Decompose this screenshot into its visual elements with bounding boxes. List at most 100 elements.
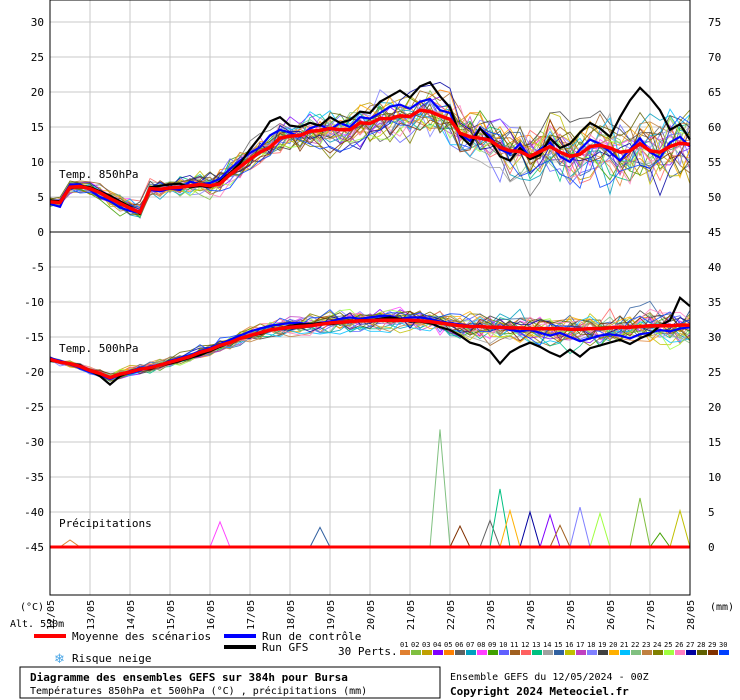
legend-perts-label: 30 Perts. (338, 645, 398, 658)
left-tick-label: -10 (24, 296, 44, 309)
x-tick-label: 23/05 (486, 600, 497, 630)
right-tick-label: 15 (708, 436, 721, 449)
legend-label-gfs: Run GFS (262, 641, 308, 654)
pert-swatch (565, 650, 575, 655)
right-tick-label: 50 (708, 191, 721, 204)
right-tick-label: 10 (708, 471, 721, 484)
left-tick-label: -15 (24, 331, 44, 344)
mean-t500-line (49, 318, 690, 380)
pert-number: 07 (466, 641, 474, 649)
left-tick-label: 5 (37, 191, 44, 204)
panel-label-t500: Temp. 500hPa (59, 342, 138, 355)
x-tick-label: 26/05 (606, 600, 617, 630)
pert-number: 24 (653, 641, 661, 649)
pert-swatch (642, 650, 652, 655)
pert-swatch (609, 650, 619, 655)
right-tick-label: 65 (708, 86, 721, 99)
right-tick-label: 60 (708, 121, 721, 134)
ensemble-member-line (49, 100, 691, 208)
pert-swatch (675, 650, 685, 655)
x-tick-label: 13/05 (86, 600, 97, 630)
x-tick-label: 17/05 (246, 600, 257, 630)
pert-swatch (444, 650, 454, 655)
left-tick-label: -25 (24, 401, 44, 414)
altitude-label: Alt. 530m (10, 619, 64, 630)
x-tick-label: 21/05 (406, 600, 417, 630)
right-tick-label: 45 (708, 226, 721, 239)
pert-number: 02 (411, 641, 419, 649)
pert-swatch (653, 650, 663, 655)
precip-peak (519, 510, 541, 548)
mean-t850-line (49, 108, 691, 215)
precip-peak (449, 524, 471, 548)
precip-peak (649, 532, 671, 548)
ensemble-member-line (49, 310, 691, 375)
pert-number: 05 (444, 641, 452, 649)
pert-number: 12 (521, 641, 529, 649)
pert-number: 04 (433, 641, 441, 649)
pert-swatch (664, 650, 674, 655)
x-tick-label: 27/05 (646, 600, 657, 630)
right-unit-label: (mm) (710, 602, 734, 613)
left-unit-label: (°C) (20, 602, 44, 613)
right-tick-label: 20 (708, 401, 721, 414)
pert-swatch (532, 650, 542, 655)
left-tick-label: 15 (31, 121, 44, 134)
pert-swatch (499, 650, 509, 655)
pert-number: 01 (400, 641, 408, 649)
left-tick-label: -30 (24, 436, 44, 449)
x-tick-label: 16/05 (206, 600, 217, 630)
run-info: Ensemble GEFS du 12/05/2024 - 00Z (450, 672, 649, 683)
pert-swatch (554, 650, 564, 655)
precip-peak (539, 513, 561, 548)
precip-peak (499, 508, 521, 548)
x-tick-label: 22/05 (446, 600, 457, 630)
pert-swatch (686, 650, 696, 655)
pert-swatch (631, 650, 641, 655)
precip-peak (569, 506, 591, 548)
info-box (19, 666, 441, 699)
left-tick-label: 25 (31, 51, 44, 64)
pert-number: 21 (620, 641, 628, 649)
left-tick-label: -35 (24, 471, 44, 484)
perturbation-key: 01 02 03 04 05 06 07 08 09 10 11 12 13 14 15 16 17 18 19 20… (400, 641, 729, 655)
left-tick-label: -5 (31, 261, 44, 274)
pert-swatch (433, 650, 443, 655)
pert-swatch (620, 650, 630, 655)
chart-title: Diagramme des ensembles GEFS sur 384h po… (30, 671, 348, 684)
pert-number: 29 (708, 641, 716, 649)
x-tick-label: 25/05 (566, 600, 577, 630)
pert-number: 06 (455, 641, 463, 649)
pert-swatch (411, 650, 421, 655)
pert-swatch (466, 650, 476, 655)
precip-peak (669, 508, 691, 548)
copyright: Copyright 2024 Meteociel.fr (450, 685, 629, 698)
legend-label-snow: Risque neige (72, 652, 151, 665)
x-tick-label: 14/05 (126, 600, 137, 630)
plot-frame (49, 0, 691, 596)
right-tick-label: 25 (708, 366, 721, 379)
pert-number: 03 (422, 641, 430, 649)
legend-label-mean: Moyenne des scénarios (72, 630, 211, 643)
pert-swatch (488, 650, 498, 655)
precip-peak (309, 526, 331, 548)
pert-number: 18 (587, 641, 595, 649)
pert-number: 10 (499, 641, 507, 649)
pert-swatch (576, 650, 586, 655)
pert-swatch (477, 650, 487, 655)
pert-number: 25 (664, 641, 672, 649)
x-tick-label: 20/05 (366, 600, 377, 630)
left-tick-label: 0 (37, 226, 44, 239)
control-t850-line (49, 97, 691, 215)
precip-peak (209, 520, 231, 548)
x-tick-label: 18/05 (286, 600, 297, 630)
left-tick-label: 10 (31, 156, 44, 169)
pert-swatch (543, 650, 553, 655)
right-tick-label: 75 (708, 16, 721, 29)
pert-swatch (708, 650, 718, 655)
precip-peak (489, 488, 511, 548)
pert-number: 09 (488, 641, 496, 649)
pert-swatch (455, 650, 465, 655)
pert-number: 13 (532, 641, 540, 649)
left-tick-label: -40 (24, 506, 44, 519)
